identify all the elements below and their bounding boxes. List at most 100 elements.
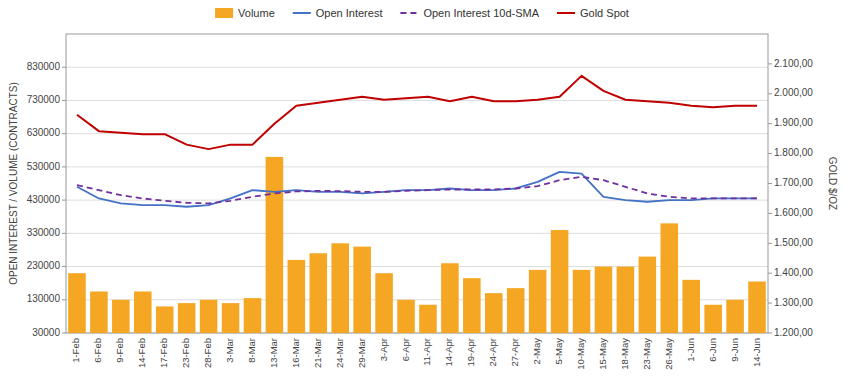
bar [288, 260, 306, 333]
tick-label: 1-Jun [685, 338, 696, 362]
tick-label: 130000 [27, 293, 61, 304]
legend-item: Open Interest 10d-SMA [400, 7, 539, 19]
legend-item: Volume [215, 7, 275, 19]
legend-label: Gold Spot [580, 7, 629, 19]
tick-label: 24-Apr [487, 338, 498, 367]
bar [134, 291, 152, 333]
grid-line [66, 166, 768, 167]
line [77, 172, 757, 207]
tick-label: 330000 [27, 227, 61, 238]
line [77, 177, 757, 204]
axis-label: OPEN INTEREST / VOLUME (CONTRACTS) [8, 82, 19, 285]
tick-label: 1.800,00 [774, 147, 813, 158]
grid [66, 67, 768, 333]
legend-item: Open Interest [293, 7, 383, 19]
legend: Volume Open Interest Open Interest 10d-SMA… [215, 7, 629, 19]
x-axis: 1-Feb6-Feb9-Feb14-Feb17-Feb23-Feb28-Feb3… [70, 338, 761, 370]
tick-label: 26-May [663, 338, 674, 370]
legend-label: Volume [238, 7, 275, 19]
tick-label: 11-Apr [421, 338, 432, 366]
bar [748, 282, 766, 333]
tick-label: 23-Feb [180, 338, 191, 368]
tick-mark [768, 333, 772, 334]
tick-label: 13-Mar [268, 338, 279, 368]
tick-mark [768, 273, 772, 274]
bar [441, 263, 459, 333]
tick-label: 430000 [27, 194, 61, 205]
tick-mark [768, 183, 772, 184]
legend-label: Open Interest 10d-SMA [423, 7, 539, 19]
tick-label: 2-May [531, 338, 542, 365]
tick-mark [768, 213, 772, 214]
chart: 3000013000023000033000043000053000063000… [0, 0, 844, 379]
y2-axis: 1.200,001.300,001.400,001.500,001.600,00… [768, 58, 813, 338]
axis-label: GOLD $/OZ [827, 157, 838, 210]
grid-line [66, 100, 768, 101]
tick-label: 14-Apr [443, 338, 454, 367]
bar [463, 278, 481, 333]
tick-mark [62, 133, 66, 134]
tick-label: 8-Mar [246, 338, 257, 363]
bar [507, 288, 525, 333]
bar [112, 300, 130, 333]
bar [331, 243, 349, 333]
tick-label: 15-May [597, 338, 608, 370]
tick-label: 18-May [619, 338, 630, 370]
grid-line [66, 133, 768, 134]
tick-label: 2.100,00 [774, 58, 813, 69]
tick-mark [768, 243, 772, 244]
bar [529, 270, 547, 333]
tick-label: 1.900,00 [774, 117, 813, 128]
tick-label: 3-Mar [224, 338, 235, 363]
tick-label: 830000 [27, 61, 61, 72]
tick-label: 2.000,00 [774, 87, 813, 98]
tick-label: 5-May [553, 338, 564, 365]
bar [595, 267, 613, 333]
tick-label: 1.600,00 [774, 207, 813, 218]
tick-label: 530000 [27, 161, 61, 172]
tick-mark [62, 67, 66, 68]
bar [551, 230, 569, 333]
bar [704, 305, 722, 333]
bar [353, 247, 371, 333]
tick-mark [768, 123, 772, 124]
tick-label: 3-Apr [378, 338, 389, 361]
tick-label: 29-Mar [356, 338, 367, 368]
bar [397, 300, 415, 333]
tick-label: 14-Feb [136, 338, 147, 368]
bar [310, 253, 328, 333]
tick-label: 27-Apr [509, 338, 520, 367]
tick-label: 1.300,00 [774, 297, 813, 308]
tick-label: 1.400,00 [774, 267, 813, 278]
tick-mark [62, 200, 66, 201]
bar [726, 300, 744, 333]
tick-mark [62, 100, 66, 101]
bar [661, 223, 679, 333]
tick-mark [62, 333, 66, 334]
tick-mark [62, 299, 66, 300]
legend-swatch [215, 8, 233, 18]
bar-series [68, 157, 766, 333]
bar [200, 300, 218, 333]
bar [222, 303, 240, 333]
bar [375, 273, 393, 333]
legend-item: Gold Spot [557, 7, 629, 19]
tick-label: 1-Feb [70, 338, 81, 363]
tick-mark [768, 153, 772, 154]
tick-label: 9-Jun [729, 338, 740, 362]
bar [573, 270, 591, 333]
tick-label: 24-Mar [334, 338, 345, 368]
tick-label: 28-Feb [202, 338, 213, 368]
tick-mark [62, 166, 66, 167]
tick-label: 630000 [27, 127, 61, 138]
plot-area [68, 76, 766, 333]
bar [639, 257, 657, 333]
legend-swatch [557, 12, 575, 14]
tick-mark [768, 303, 772, 304]
tick-label: 1.500,00 [774, 237, 813, 248]
tick-label: 6-Jun [707, 338, 718, 362]
tick-label: 6-Apr [400, 338, 411, 361]
bar [419, 305, 437, 333]
tick-label: 6-Feb [92, 338, 103, 363]
tick-label: 23-May [641, 338, 652, 370]
